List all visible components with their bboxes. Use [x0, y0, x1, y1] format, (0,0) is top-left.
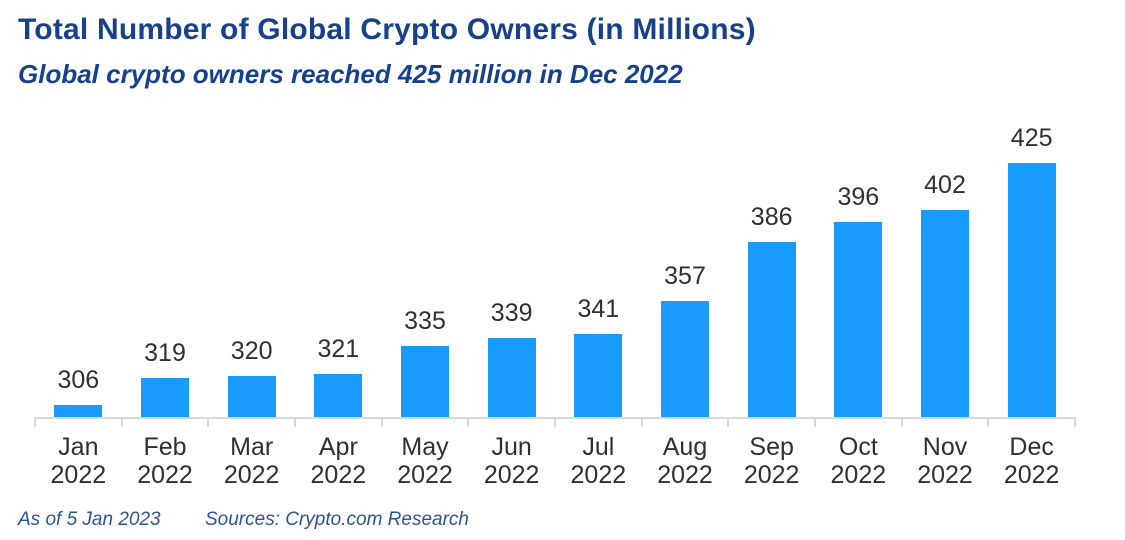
bar-value-label: 306	[57, 366, 100, 394]
bar-value-label: 386	[750, 203, 793, 231]
bar-value-label: 320	[230, 337, 273, 365]
x-axis-tick-label: Aug 2022	[640, 433, 730, 489]
bar-value-label: 319	[144, 339, 186, 367]
x-axis-tick	[900, 417, 903, 427]
bar	[834, 222, 883, 417]
chart-subtitle: Global crypto owners reached 425 million…	[18, 59, 683, 89]
x-axis-label-line: Jun	[491, 433, 532, 461]
x-axis-label-line: 2022	[657, 461, 713, 489]
bar	[314, 374, 363, 417]
x-axis-label-line: 2022	[137, 461, 193, 489]
bar-value-label: 321	[317, 335, 360, 363]
x-axis-label-line: Jan	[58, 433, 99, 461]
bar	[227, 376, 276, 417]
x-axis-tick-label: Jul 2022	[553, 433, 643, 489]
x-axis-label-line: Dec	[1009, 433, 1054, 461]
x-axis-label-line: 2022	[483, 461, 540, 489]
x-axis-tick	[467, 417, 470, 427]
x-axis-tick-label: Jan 2022	[33, 433, 123, 489]
bar-value-label: 357	[664, 262, 706, 290]
bar-value-label: 396	[837, 183, 880, 211]
x-axis-tick	[207, 417, 210, 427]
x-axis-tick-label: Feb 2022	[120, 433, 210, 489]
x-axis-tick	[380, 417, 383, 427]
bar	[487, 338, 536, 417]
x-axis-tick-label: Apr 2022	[293, 433, 383, 489]
x-axis-label-line: 2022	[570, 461, 627, 489]
x-axis-label-line: Mar	[230, 433, 274, 461]
sources-note: Sources: Crypto.com Research	[205, 509, 469, 530]
x-axis-label-line: 2022	[830, 461, 887, 489]
x-axis-tick-label: Dec 2022	[987, 433, 1077, 489]
chart-title: Total Number of Global Crypto Owners (in…	[18, 13, 756, 46]
x-axis-label-line: 2022	[1003, 461, 1060, 489]
x-axis-label-line: Nov	[922, 433, 968, 461]
x-axis-tick-label: May 2022	[380, 433, 470, 489]
x-axis-tick-label: Sep 2022	[727, 433, 817, 489]
bar	[921, 210, 969, 417]
x-axis-label-line: Aug	[662, 433, 708, 461]
bar	[574, 334, 623, 417]
bar-value-label: 339	[490, 299, 533, 327]
x-axis-label-line: Oct	[838, 433, 878, 461]
bar-value-label: 341	[577, 295, 620, 323]
bar	[54, 405, 103, 417]
x-axis-label-line: Sep	[749, 433, 794, 461]
x-axis-label-line: Jul	[582, 433, 615, 461]
x-axis-tick	[294, 417, 296, 427]
x-axis-label-line: May	[401, 433, 449, 461]
x-axis-tick	[814, 417, 816, 427]
x-axis-tick-label: Oct 2022	[813, 433, 903, 489]
x-axis-tick	[987, 417, 990, 427]
x-axis-label-line: 2022	[743, 461, 800, 489]
bar	[661, 301, 709, 417]
x-axis-tick-label: Nov 2022	[900, 433, 990, 489]
bar	[141, 378, 189, 417]
x-axis-tick	[34, 417, 36, 427]
bar-value-label: 402	[924, 171, 966, 199]
x-axis-tick	[554, 417, 556, 427]
bar	[1007, 163, 1056, 417]
x-axis-label-line: 2022	[397, 461, 453, 489]
x-axis-label-line: 2022	[223, 461, 280, 489]
x-axis-tick-label: Mar 2022	[207, 433, 297, 489]
bar-value-label: 335	[404, 307, 446, 335]
x-axis-label-line: Feb	[143, 433, 187, 461]
x-axis-tick	[120, 417, 123, 427]
bar	[747, 242, 796, 417]
x-axis-tick	[640, 417, 643, 427]
as-of-note: As of 5 Jan 2023	[18, 509, 161, 530]
x-axis-tick-label: Jun 2022	[467, 433, 557, 489]
bar-value-label: 425	[1010, 124, 1053, 152]
x-axis-label-line: 2022	[917, 461, 973, 489]
x-axis-tick	[1074, 417, 1076, 427]
x-axis-label-line: 2022	[50, 461, 107, 489]
bar	[401, 346, 449, 417]
x-axis-label-line: 2022	[310, 461, 367, 489]
x-axis-label-line: Apr	[318, 433, 358, 461]
x-axis-tick	[727, 417, 730, 427]
